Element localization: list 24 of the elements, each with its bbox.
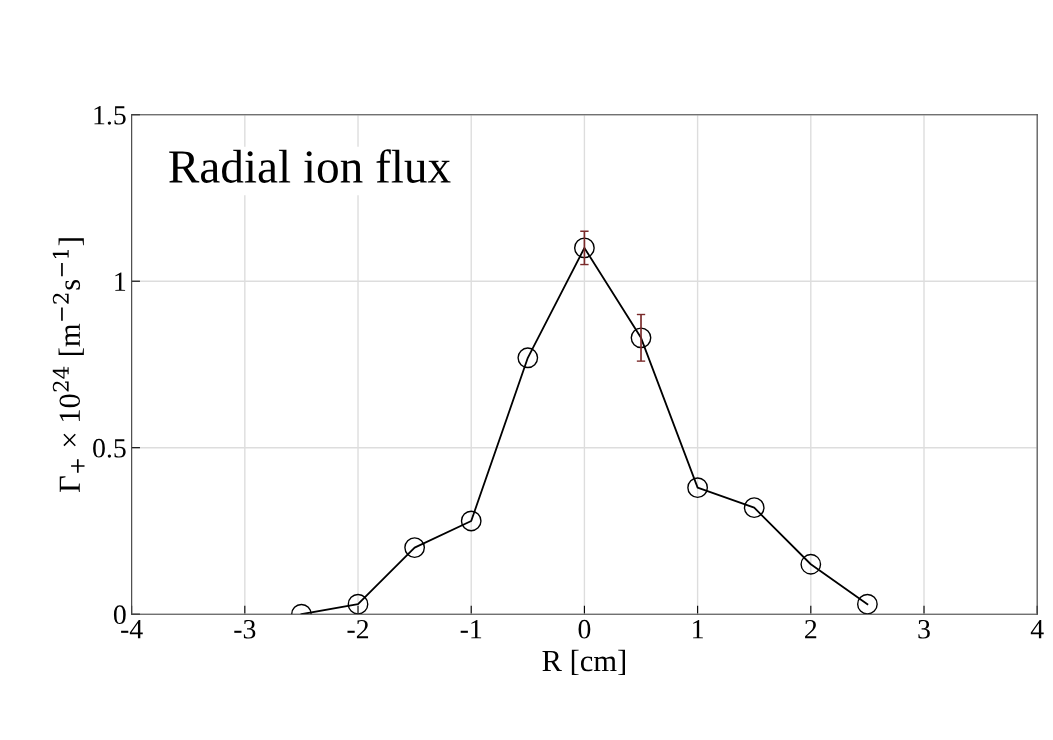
point — [404, 537, 426, 559]
text: Radial ion flux — [169, 149, 451, 183]
x-tick-label: -1 — [460, 620, 482, 639]
y-tick-label: 0.5 — [93, 438, 126, 458]
point — [347, 593, 369, 615]
x-axis-title: R [cm] — [542, 649, 625, 676]
x-tick-label: -2 — [347, 619, 369, 639]
point — [573, 237, 595, 259]
point — [460, 510, 482, 532]
x-tick-label: 1 — [693, 620, 703, 639]
point — [687, 477, 709, 499]
point — [743, 497, 765, 519]
point — [856, 593, 878, 615]
text: Γ$_{+}$ × 10$^{24}$ [m$^{−2}$s$^{−1}$] — [52, 238, 85, 493]
point — [630, 327, 652, 349]
x-tick-label: 4 — [1030, 620, 1044, 639]
y-tick-label: 1.5 — [94, 106, 126, 125]
x-tick-label: -3 — [234, 619, 256, 639]
point — [517, 347, 539, 369]
point — [800, 553, 822, 575]
x-tick-label: 2 — [805, 619, 817, 639]
x-tick-label: 3 — [918, 619, 930, 639]
x-tick-label: 0 — [578, 619, 591, 639]
y-tick-label: 1 — [115, 272, 126, 291]
